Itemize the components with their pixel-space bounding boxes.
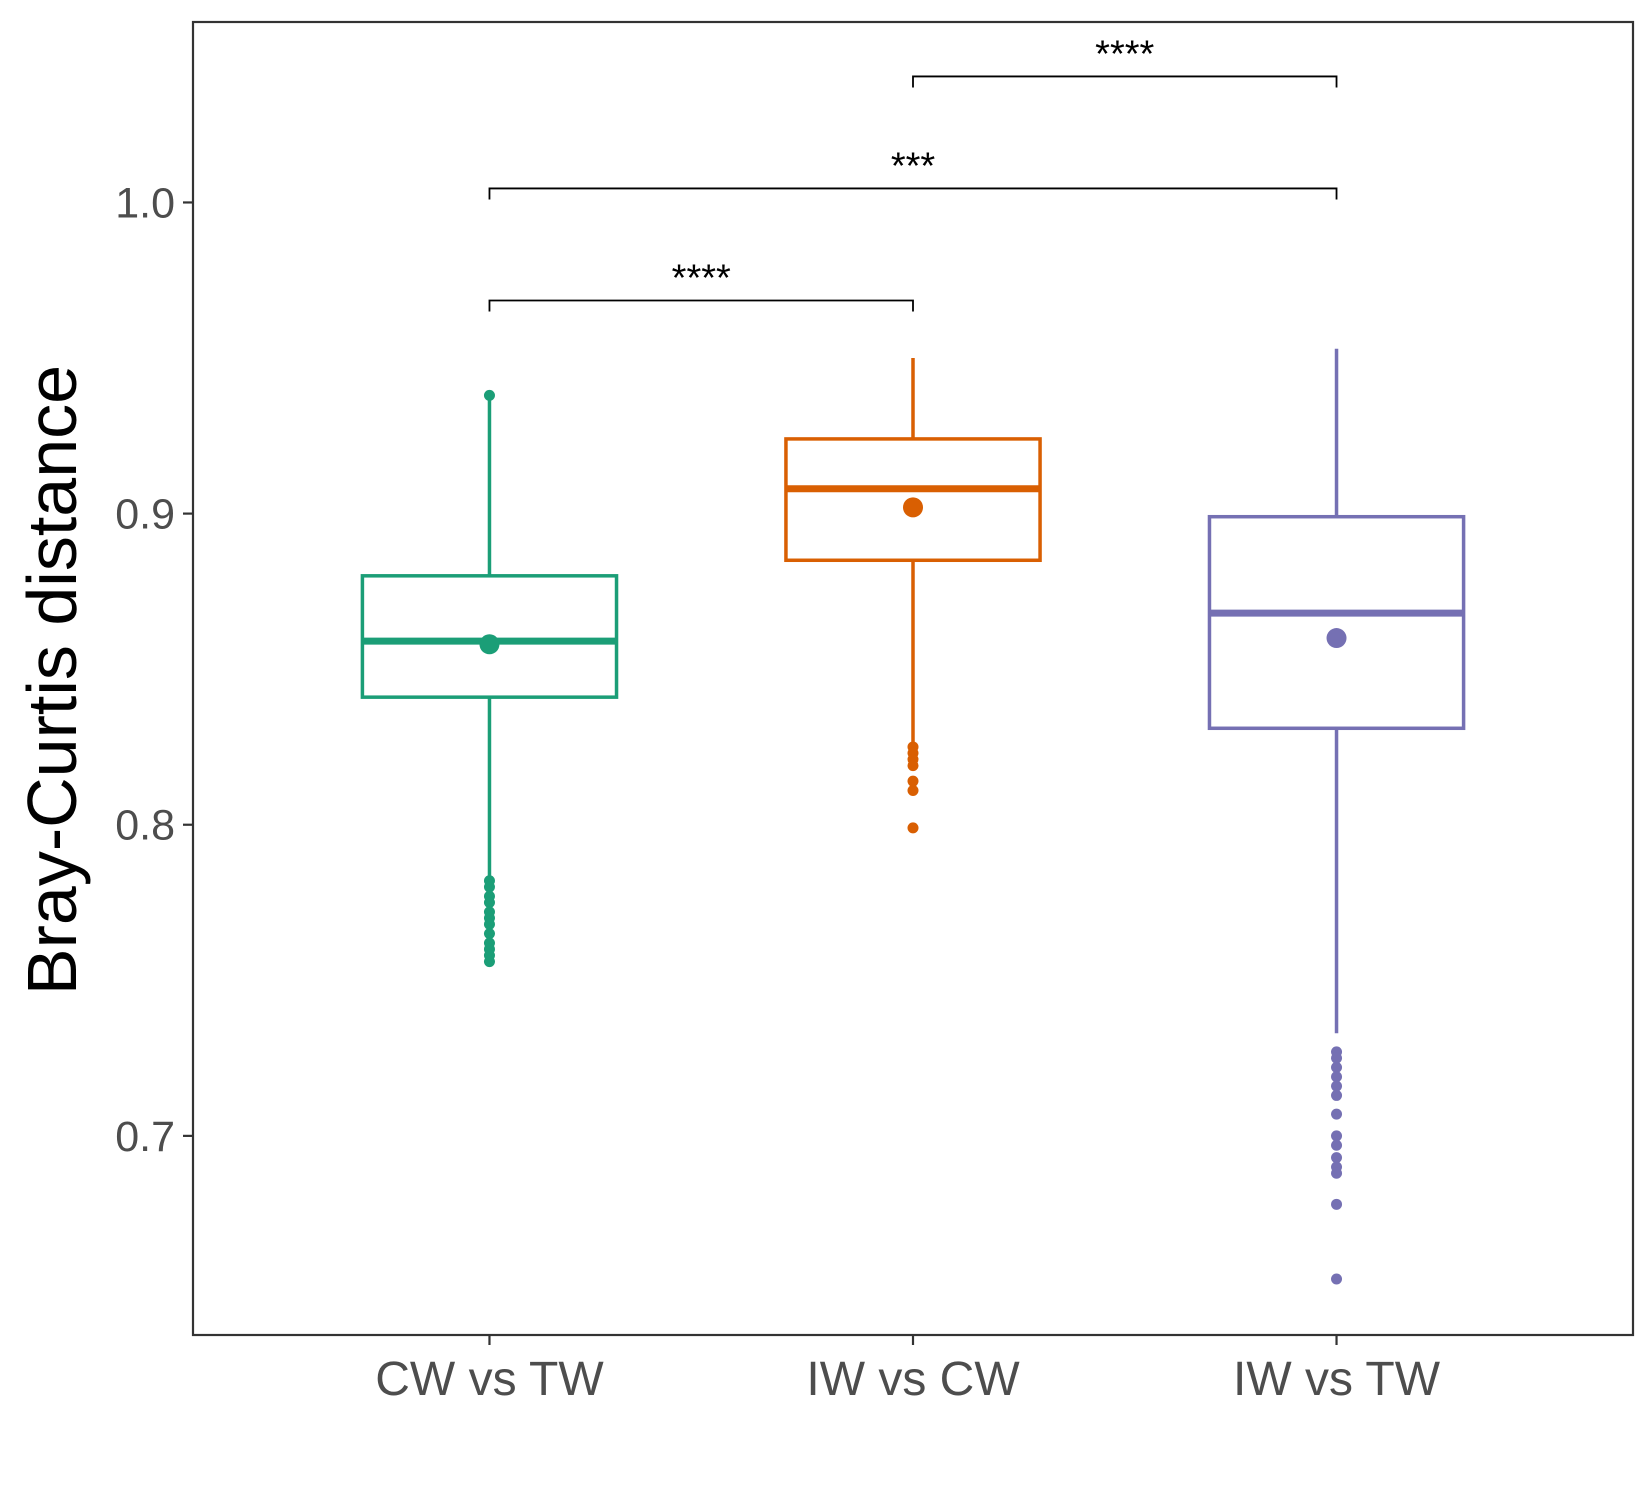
outlier-point: [1331, 1167, 1343, 1179]
outlier-point: [1331, 1061, 1343, 1073]
outlier-point: [483, 928, 495, 940]
outlier-point: [1331, 1152, 1343, 1164]
x-axis: CW vs TW IW vs CW IW vs TW: [375, 1335, 1441, 1406]
outlier-point: [1331, 1198, 1343, 1210]
significance-bracket: ****: [488, 257, 914, 312]
x-tick-label: IW vs TW: [1233, 1353, 1441, 1406]
outlier-point: [1331, 1071, 1343, 1083]
y-tick-label: 1.0: [115, 179, 175, 227]
bracket-line: [488, 299, 914, 312]
box-group: [784, 358, 1042, 834]
outlier-point: [483, 956, 495, 968]
y-tick-label: 0.7: [115, 1113, 175, 1161]
y-axis: 0.7 0.8 0.9 1.0: [115, 179, 193, 1161]
mean-point: [479, 634, 500, 655]
x-tick-label: IW vs CW: [806, 1353, 1020, 1406]
significance-bracket: ****: [912, 33, 1338, 88]
mean-point: [1326, 628, 1347, 649]
boxes-layer: [360, 348, 1466, 1285]
outlier-point: [907, 785, 919, 797]
outlier-point: [483, 389, 495, 401]
bracket-line: [488, 187, 1338, 200]
outlier-point: [1331, 1130, 1343, 1142]
box-iqr: [1207, 514, 1466, 731]
mean-point: [903, 497, 923, 518]
outlier-point: [907, 822, 919, 834]
box-iqr: [784, 437, 1042, 563]
outlier-point: [1331, 1273, 1343, 1285]
significance-label: ***: [891, 145, 936, 187]
outlier-point: [1331, 1089, 1343, 1101]
significance-layer: ***********: [488, 33, 1338, 312]
outlier-point: [1331, 1080, 1343, 1092]
box-group: [1207, 348, 1466, 1285]
outlier-point: [1331, 1139, 1343, 1151]
x-tick-label: CW vs TW: [375, 1353, 604, 1406]
significance-label: ****: [672, 257, 731, 299]
y-tick-label: 0.9: [115, 491, 175, 539]
y-tick-label: 0.8: [115, 802, 175, 850]
significance-label: ****: [1095, 33, 1154, 75]
y-axis-title: Bray-Curtis distance: [13, 365, 91, 995]
outlier-point: [1331, 1108, 1343, 1120]
outlier-point: [1331, 1052, 1343, 1064]
outlier-point: [483, 918, 495, 930]
outlier-point: [483, 881, 495, 893]
significance-bracket: ***: [488, 145, 1338, 200]
box-group: [360, 389, 619, 968]
bracket-line: [912, 75, 1338, 88]
outlier-point: [483, 897, 495, 909]
outlier-point: [907, 775, 919, 787]
outlier-point: [907, 760, 919, 772]
